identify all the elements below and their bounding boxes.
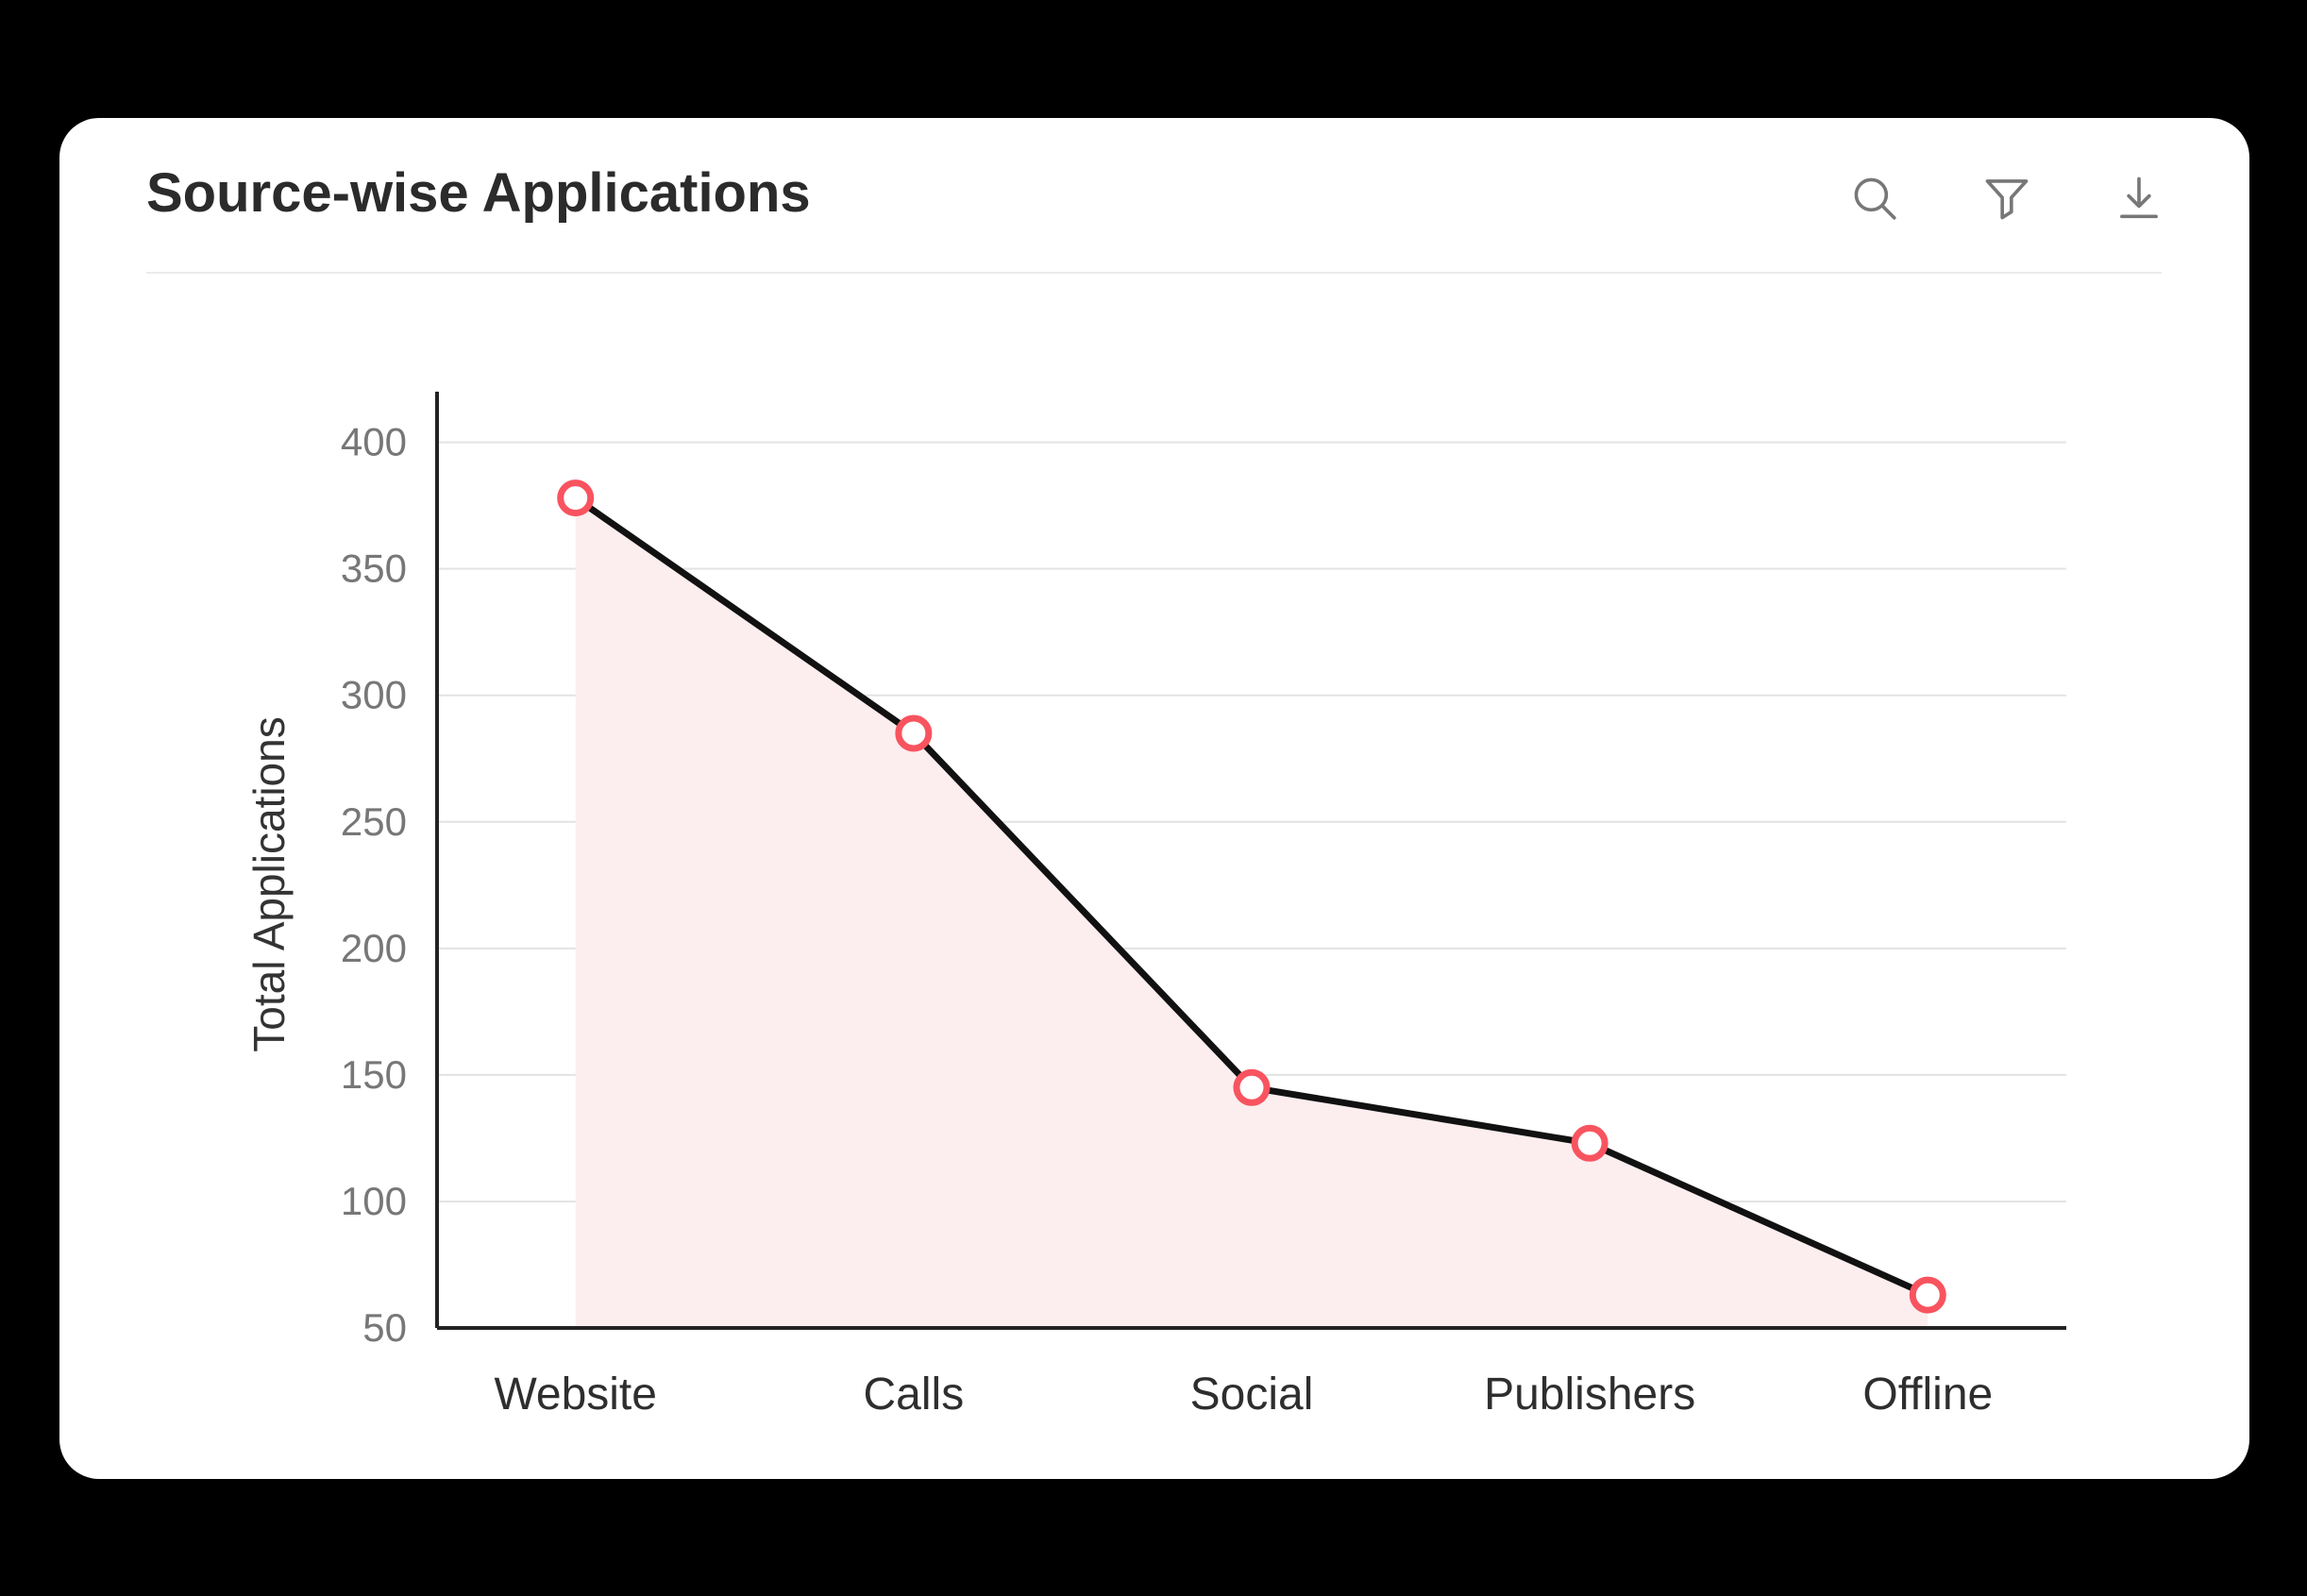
header-actions — [1846, 169, 2167, 227]
download-icon[interactable] — [2111, 169, 2167, 227]
y-tick-label: 300 — [341, 673, 407, 717]
x-axis-label: Publishers — [1484, 1369, 1695, 1420]
y-tick-label: 150 — [341, 1052, 407, 1097]
y-tick-label: 200 — [341, 926, 407, 970]
data-point-offline[interactable] — [1909, 1276, 1946, 1314]
area-fill — [575, 497, 1928, 1328]
y-tick-label: 350 — [341, 546, 407, 591]
x-axis-label: Offline — [1862, 1369, 1993, 1420]
chart-card: Source-wise Applications — [59, 118, 2249, 1479]
x-axis-label: Social — [1190, 1369, 1314, 1420]
x-axis-label: Website — [494, 1369, 657, 1420]
y-tick-label: 400 — [341, 420, 407, 464]
data-point-calls[interactable] — [895, 714, 933, 752]
y-tick-label: 100 — [341, 1179, 407, 1223]
chart-title: Source-wise Applications — [146, 162, 811, 224]
header-divider — [146, 272, 2162, 274]
data-point-social[interactable] — [1233, 1068, 1271, 1106]
data-point-website[interactable] — [557, 479, 595, 517]
filter-icon[interactable] — [1979, 169, 2035, 227]
x-axis-label: Calls — [864, 1369, 965, 1420]
card-header: Source-wise Applications — [59, 118, 2249, 272]
y-axis-title: Total Applications — [244, 716, 294, 1051]
line-chart: 50 100 150 200 250 300 350 400 Website Calls Socia… — [244, 392, 2066, 1420]
y-tick-label: 50 — [362, 1305, 407, 1350]
y-tick-label: 250 — [341, 799, 407, 844]
data-point-publishers[interactable] — [1571, 1124, 1608, 1162]
search-icon[interactable] — [1846, 169, 1903, 227]
